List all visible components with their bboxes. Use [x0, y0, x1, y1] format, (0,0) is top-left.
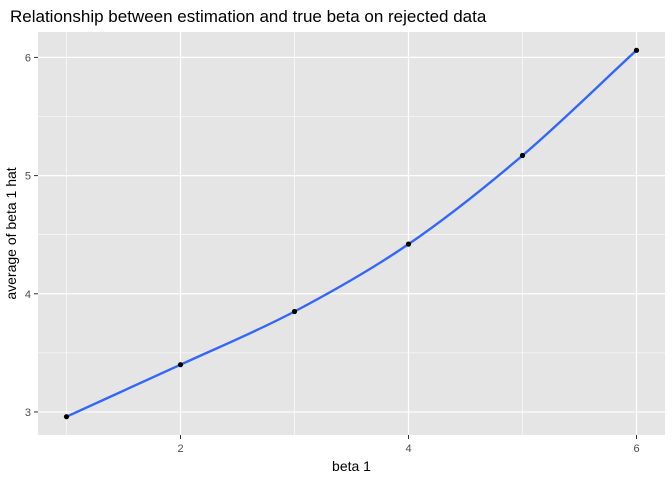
y-tick-label: 4: [25, 289, 31, 301]
series-line: [66, 49, 638, 418]
y-tick-label: 3: [25, 407, 31, 419]
data-point: [405, 241, 412, 247]
chart-title: Relationship between estimation and true…: [10, 7, 487, 26]
y-axis-label: average of beta 1 hat: [3, 167, 19, 299]
y-tick-label: 5: [25, 171, 31, 183]
plot-panel: [38, 32, 665, 435]
x-axis-ticks: 2 4 6: [177, 435, 640, 455]
x-tick-label: 6: [633, 443, 639, 455]
data-point: [63, 414, 70, 420]
data-point: [291, 308, 298, 315]
data-point: [177, 362, 184, 368]
data-point: [633, 47, 640, 53]
x-tick-label: 4: [405, 443, 411, 455]
x-tick-label: 2: [177, 443, 183, 455]
data-points: [63, 47, 640, 420]
minor-gridlines: [38, 32, 665, 435]
y-axis-ticks: 3 4 5 6: [25, 52, 38, 419]
major-gridlines: [38, 32, 665, 435]
x-axis-label: beta 1: [332, 458, 371, 474]
y-tick-label: 6: [25, 52, 31, 64]
data-point: [519, 152, 526, 159]
